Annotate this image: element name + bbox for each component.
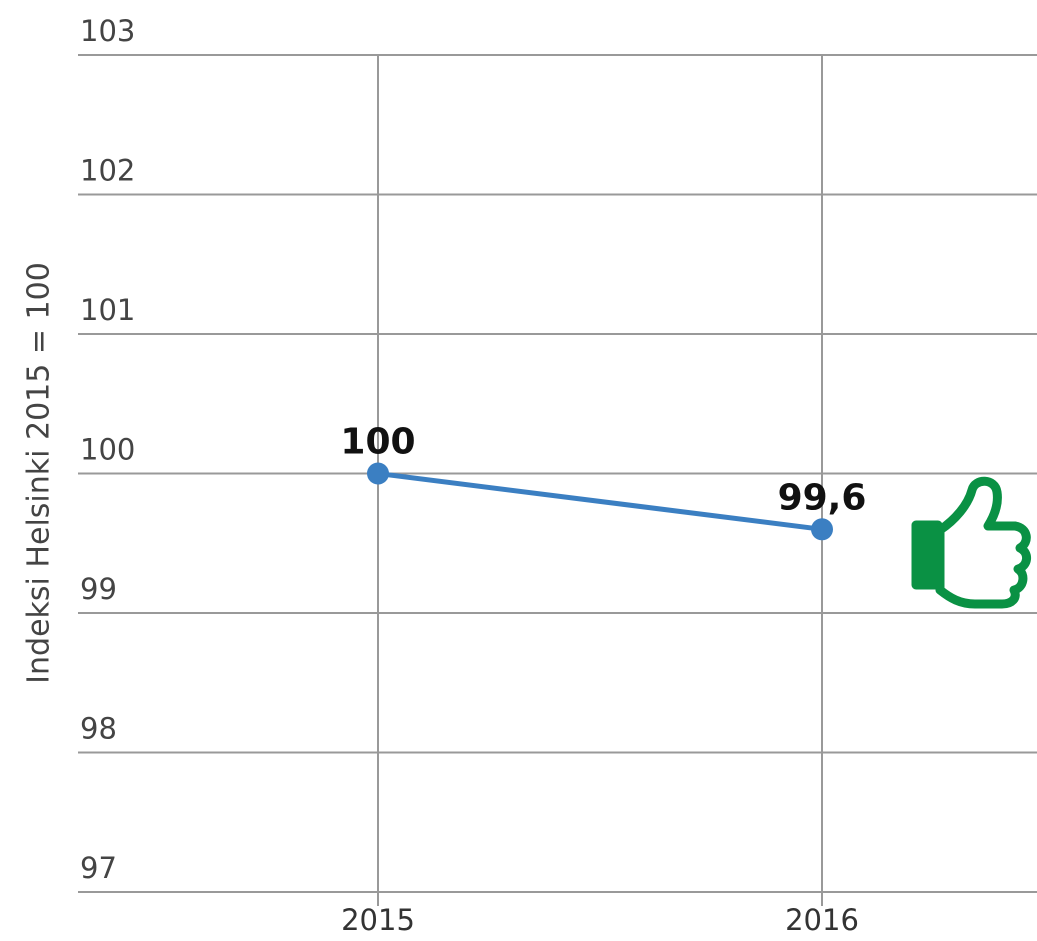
- thumb-cuff: [911, 520, 943, 590]
- data-label: 99,6: [778, 477, 867, 518]
- thumb-hand: [935, 476, 1031, 609]
- y-tick-label: 101: [80, 293, 135, 327]
- data-point: [367, 462, 389, 485]
- data-label: 100: [340, 422, 415, 463]
- data-line: [377, 471, 823, 532]
- x-tick-label: 2015: [341, 903, 415, 937]
- data-point: [811, 518, 833, 541]
- x-tick-label: 2016: [785, 903, 859, 937]
- y-tick-label: 97: [80, 851, 117, 885]
- y-tick-label: 102: [80, 154, 135, 188]
- thumbs-up-icon: [911, 476, 1031, 609]
- y-tick-label: 100: [80, 433, 135, 467]
- y-tick-label: 98: [80, 712, 117, 746]
- y-tick-label: 99: [80, 572, 117, 606]
- y-axis-label: Indeksi Helsinki 2015 = 100: [22, 262, 57, 684]
- y-tick-label: 103: [80, 14, 135, 48]
